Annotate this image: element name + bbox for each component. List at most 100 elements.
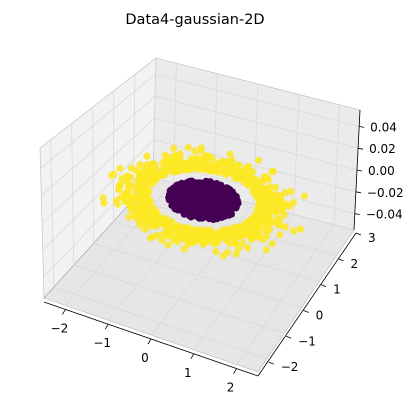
y-tick-mark [355, 232, 362, 236]
point-outer [244, 171, 252, 179]
point-outer [110, 170, 118, 178]
point-inner [186, 212, 193, 220]
point-inner [191, 187, 199, 195]
x-tick-mark [190, 353, 195, 360]
point-outer [147, 198, 155, 206]
x-tick-mark [62, 309, 66, 315]
point-inner [190, 204, 198, 212]
point-outer [180, 245, 188, 253]
point-outer [162, 220, 170, 228]
point-outer [202, 164, 210, 172]
grid-line-x [236, 224, 335, 365]
y-tick-mark [303, 310, 309, 313]
point-inner [205, 207, 213, 215]
grid-line-z [155, 73, 360, 127]
point-outer [215, 229, 223, 237]
point-outer [276, 231, 284, 239]
point-inner [223, 211, 231, 218]
point-outer [180, 159, 189, 167]
point-inner [170, 192, 177, 200]
grid-line-y [93, 243, 302, 308]
point-outer [131, 212, 139, 220]
point-outer [170, 144, 178, 152]
point-outer [244, 244, 252, 252]
grid-line-z [42, 139, 155, 251]
point-outer [184, 143, 192, 151]
z-tick-label: −0.02 [367, 186, 404, 200]
point-outer [226, 164, 234, 172]
point-outer [271, 208, 280, 216]
point-outer [255, 156, 263, 164]
point-outer [249, 228, 257, 237]
x-axis-line [43, 301, 259, 377]
scatter-points [99, 143, 309, 260]
y-tick-label: −2 [281, 360, 299, 374]
point-outer [124, 182, 132, 190]
z-tick-label: 0.04 [370, 120, 397, 134]
grid-line-z [154, 117, 358, 171]
point-outer [242, 225, 250, 233]
point-outer [249, 215, 257, 223]
point-outer [230, 169, 238, 177]
point-outer [134, 185, 142, 194]
point-outer [152, 223, 160, 231]
point-outer [133, 177, 141, 185]
point-inner [171, 200, 178, 208]
point-inner [224, 186, 231, 193]
point-inner [211, 193, 219, 201]
point-inner [204, 197, 212, 205]
point-inner [178, 192, 186, 200]
grid-line-y [73, 264, 285, 334]
point-inner [197, 208, 205, 216]
point-outer [241, 164, 249, 172]
point-outer [226, 240, 234, 248]
point-outer [127, 164, 135, 172]
point-inner [180, 204, 188, 211]
z-tick-mark [354, 213, 360, 216]
point-outer [164, 164, 172, 172]
x-tick-mark [233, 368, 237, 374]
z-tick-label: −0.04 [366, 208, 403, 222]
point-outer [175, 233, 183, 241]
y-tick-mark [268, 361, 274, 365]
x-tick-label: −2 [51, 321, 69, 335]
point-outer [192, 235, 200, 243]
point-outer [247, 235, 255, 243]
z-axis-line [353, 109, 361, 231]
point-outer [126, 174, 134, 182]
grid-line-x [65, 182, 174, 306]
point-inner [228, 195, 236, 203]
y-tick-label: 2 [351, 257, 359, 271]
point-outer [260, 213, 268, 221]
z-tick-mark [358, 147, 364, 150]
y-tick-mark [320, 284, 327, 288]
point-outer [197, 147, 205, 155]
point-outer [269, 167, 277, 175]
point-outer [255, 231, 263, 239]
point-inner [185, 189, 193, 197]
point-outer [179, 225, 187, 233]
point-outer [143, 192, 151, 200]
point-outer [193, 154, 201, 162]
point-outer [158, 236, 166, 244]
point-outer [276, 196, 285, 205]
point-outer [268, 240, 276, 248]
point-outer [112, 197, 120, 205]
point-outer [253, 180, 261, 189]
point-inner [185, 196, 193, 203]
point-outer [233, 163, 241, 171]
point-outer [145, 204, 153, 212]
grid-line-z [41, 117, 155, 224]
point-outer [126, 203, 134, 211]
point-inner [226, 205, 234, 213]
y-tick-label: 1 [333, 283, 341, 297]
point-outer [146, 234, 155, 242]
point-outer [136, 171, 144, 179]
point-outer [144, 179, 152, 187]
point-outer [131, 194, 139, 202]
point-outer [252, 221, 260, 229]
point-outer [149, 159, 157, 167]
x-tick-label: 1 [184, 366, 192, 380]
point-inner [206, 178, 214, 185]
